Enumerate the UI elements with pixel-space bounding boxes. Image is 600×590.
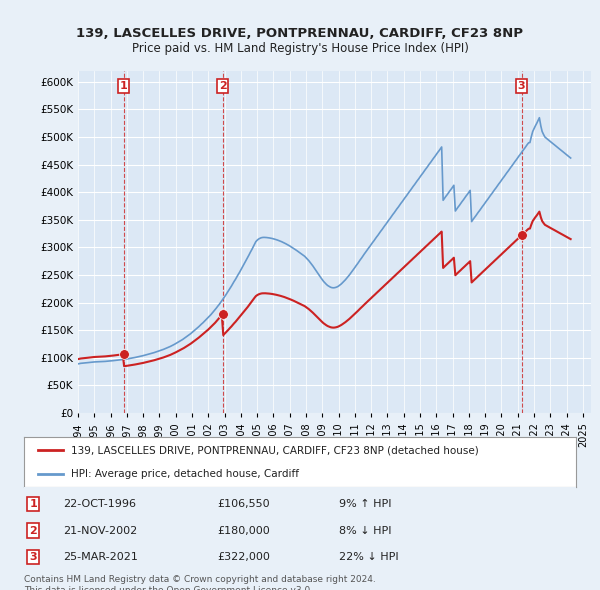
Text: 3: 3 xyxy=(29,552,37,562)
Text: 9% ↑ HPI: 9% ↑ HPI xyxy=(338,499,391,509)
Text: 22-OCT-1996: 22-OCT-1996 xyxy=(62,499,136,509)
Text: £106,550: £106,550 xyxy=(217,499,270,509)
Text: £322,000: £322,000 xyxy=(217,552,270,562)
Text: Price paid vs. HM Land Registry's House Price Index (HPI): Price paid vs. HM Land Registry's House … xyxy=(131,42,469,55)
Text: 1: 1 xyxy=(120,81,128,91)
Text: 2: 2 xyxy=(219,81,227,91)
Text: HPI: Average price, detached house, Cardiff: HPI: Average price, detached house, Card… xyxy=(71,469,299,479)
Text: 139, LASCELLES DRIVE, PONTPRENNAU, CARDIFF, CF23 8NP: 139, LASCELLES DRIVE, PONTPRENNAU, CARDI… xyxy=(77,27,523,40)
Text: 3: 3 xyxy=(518,81,526,91)
Text: 21-NOV-2002: 21-NOV-2002 xyxy=(62,526,137,536)
Text: 2: 2 xyxy=(29,526,37,536)
Text: £180,000: £180,000 xyxy=(217,526,270,536)
Text: 8% ↓ HPI: 8% ↓ HPI xyxy=(338,526,391,536)
Text: Contains HM Land Registry data © Crown copyright and database right 2024.
This d: Contains HM Land Registry data © Crown c… xyxy=(24,575,376,590)
Text: 1: 1 xyxy=(29,499,37,509)
Text: 22% ↓ HPI: 22% ↓ HPI xyxy=(338,552,398,562)
Text: 139, LASCELLES DRIVE, PONTPRENNAU, CARDIFF, CF23 8NP (detached house): 139, LASCELLES DRIVE, PONTPRENNAU, CARDI… xyxy=(71,445,479,455)
Text: 25-MAR-2021: 25-MAR-2021 xyxy=(62,552,137,562)
